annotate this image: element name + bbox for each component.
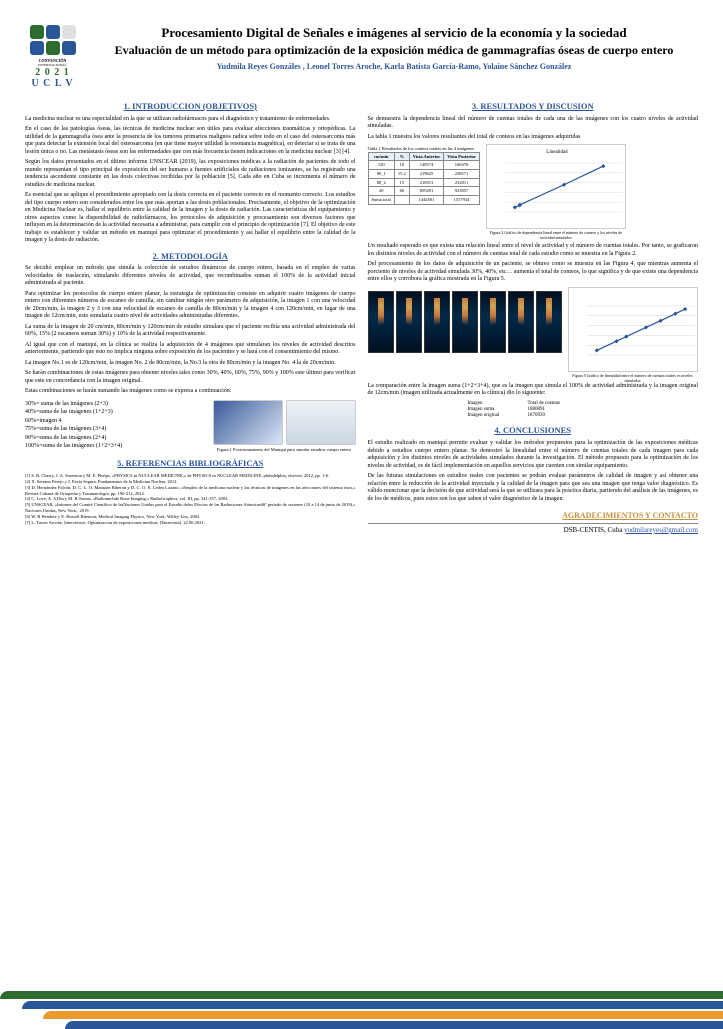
authors: Yudmila Reyes Gonzáles , Leonel Torres A… <box>90 62 698 71</box>
equipment-figure: Figura 1 Posicionamiento del Maniquí par… <box>213 400 356 453</box>
combo-line: 100%=suma de las imágenes (1+2+3+4) <box>25 443 207 451</box>
combination-list: 30%= suma de las imágenes (2+3)40%=suma … <box>25 401 207 452</box>
logo-letters: U C L V <box>25 78 80 89</box>
refs-heading: 5. REFERENCIAS BIBLIOGRÁFICAS <box>25 458 356 469</box>
reference-line: [7] L. Torres Aroche, Interviewee, Optim… <box>25 520 356 526</box>
contact-email[interactable]: yudmilareyes@gmail.com <box>624 526 698 534</box>
right-column: 3. RESULTADOS Y DISCUSION Se demuestra l… <box>368 99 699 535</box>
results-table: cm/min%Vista AnteriorVista Posterior1201… <box>368 152 480 205</box>
results-p5: La comparación entre la imagen suma (1+2… <box>368 383 699 398</box>
combo-line: 90%=suma de las imágenes (2+4) <box>25 435 207 443</box>
linearity-chart-block: Linealidad Figura 2 Gráfico de dependenc… <box>486 144 626 240</box>
combo-line: 75%=suma de las imágenes (3+4) <box>25 426 207 434</box>
combo-line: 40%=suma de las imágenes (1+2+3) <box>25 409 207 417</box>
results-p3: Un resultado esperado es que exista una … <box>368 243 699 258</box>
method-p4: Al igual que con el maniquí, en la clíni… <box>25 342 356 357</box>
footer-stripes <box>0 989 723 1024</box>
contact-divider <box>368 523 699 524</box>
intro-p4: Es esencial que se aplique el procedimie… <box>25 192 356 245</box>
linearity-chart: Linealidad <box>486 144 626 229</box>
contact-heading: AGRADECIMIENTOS Y CONTACTO <box>368 511 699 521</box>
method-p5: La imagen No.1 es de 120cm/min, la image… <box>25 360 356 368</box>
concl-p2: De las futuras simulaciones en estudios … <box>368 473 699 503</box>
intro-p1: La medicina nuclear es una especialidad … <box>25 116 356 124</box>
bone-scan-image <box>368 291 394 353</box>
phantom-image-2 <box>286 400 356 445</box>
table1-block: Tabla 1 Resultados de los conteos totale… <box>368 144 480 204</box>
fig1-caption: Figura 1 Posicionamiento del Maniquí par… <box>213 447 356 453</box>
bone-scan-image <box>508 291 534 353</box>
combo-line: 30%= suma de las imágenes (2+3) <box>25 401 207 409</box>
fig5-caption: Figura 5 Gráfico de linealidad entre el … <box>568 373 698 383</box>
method-heading: 2. METODOLOGÍA <box>25 251 356 262</box>
reference-line: [5] UNSCEAR, «Informe del Comité Científ… <box>25 502 356 514</box>
method-p1: Se decidió emplear un método que simula … <box>25 265 356 288</box>
method-p3: La suma de la imagen de 20 cm/min, 80cm/… <box>25 324 356 339</box>
left-column: 1. INTRODUCCION (OBJETIVOS) La medicina … <box>25 99 356 535</box>
bone-scan-image <box>480 291 506 353</box>
intro-p3: Según los datos presentados en el último… <box>25 159 356 189</box>
chart2-caption: Figura 2 Gráfico de dependencia lineal e… <box>486 230 626 240</box>
bone-scan-image <box>424 291 450 353</box>
contact-block: AGRADECIMIENTOS Y CONTACTO DSB-CENTIS, C… <box>368 511 699 535</box>
comparison-table: ImagenTotal de cuentasImagen suma1880891… <box>468 401 699 420</box>
bone-scan-figure <box>368 287 562 357</box>
reference-line: [3] D. Hernández Falcón, D. C. L. O. Mar… <box>25 485 356 497</box>
poster-header: CONVENCIÓN INTERNACIONAL 2 0 2 1 U C L V… <box>25 25 698 89</box>
results-p2: La tabla 1 muestra los valores resultant… <box>368 134 699 142</box>
logo-year: 2 0 2 1 <box>25 67 80 78</box>
title-block: Procesamiento Digital de Señales e imáge… <box>90 25 698 71</box>
linearity-chart-5-block: Figura 5 Gráfico de linealidad entre el … <box>568 287 698 383</box>
method-p7: Estas combinaciones se harán sumando las… <box>25 388 356 396</box>
results-p4: Del procesamiento de los datos de adquis… <box>368 261 699 284</box>
method-p6: Se harán combinaciones de estas imágenes… <box>25 370 356 385</box>
svg-text:Linealidad: Linealidad <box>546 150 568 155</box>
convention-logo: CONVENCIÓN INTERNACIONAL 2 0 2 1 U C L V <box>25 25 80 89</box>
reference-line: [1] S. R. Cherry, J. A. Sorenson y M. E.… <box>25 473 356 479</box>
phantom-image-1 <box>213 400 283 445</box>
bone-scan-image <box>536 291 562 353</box>
references-list: [1] S. R. Cherry, J. A. Sorenson y M. E.… <box>25 473 356 526</box>
bone-scan-image <box>396 291 422 353</box>
bone-scan-image <box>452 291 478 353</box>
concl-p1: El estudio realizado en maniquí permite … <box>368 440 699 470</box>
results-p1: Se demuestra la dependencia lineal del n… <box>368 116 699 131</box>
intro-heading: 1. INTRODUCCION (OBJETIVOS) <box>25 101 356 112</box>
contact-org: DSB-CENTIS, Cuba <box>564 526 624 534</box>
intro-p2: En el caso de las patologías óseas, las … <box>25 126 356 156</box>
method-p2: Para optimizar los protocolos de cuerpo … <box>25 291 356 321</box>
main-title: Procesamiento Digital de Señales e imáge… <box>90 25 698 41</box>
sub-title: Evaluación de un método para optimizació… <box>90 43 698 58</box>
linearity-chart-5 <box>568 287 698 372</box>
concl-heading: 4. CONCLUSIONES <box>368 425 699 436</box>
results-heading: 3. RESULTADOS Y DISCUSION <box>368 101 699 112</box>
combo-line: 60%=imagen 4 <box>25 418 207 426</box>
table1-caption: Tabla 1 Resultados de los conteos totale… <box>368 146 480 152</box>
